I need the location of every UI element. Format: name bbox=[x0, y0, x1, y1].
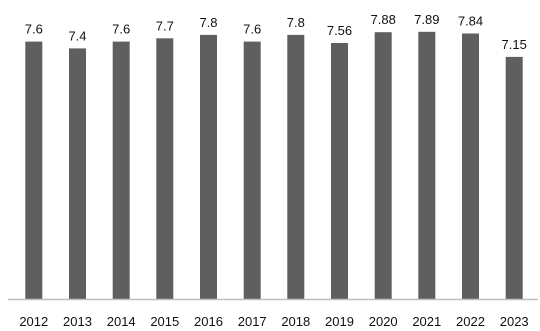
data-label-2016: 7.8 bbox=[199, 15, 217, 30]
bar-2020 bbox=[374, 32, 392, 299]
data-label-2013: 7.4 bbox=[68, 28, 86, 43]
data-label-2012: 7.6 bbox=[25, 22, 43, 37]
data-label-2014: 7.6 bbox=[112, 22, 130, 37]
x-tick-label-2023: 2023 bbox=[500, 314, 529, 329]
bar-2012 bbox=[25, 41, 43, 299]
data-labels-group: 7.6 7.4 7.6 7.7 7.8 7.6 7.8 7.56 7.88 7.89 7.84 7.1… bbox=[25, 12, 527, 52]
x-tick-label-2020: 2020 bbox=[369, 314, 398, 329]
x-tick-label-2015: 2015 bbox=[150, 314, 179, 329]
bar-2023 bbox=[505, 56, 523, 300]
data-label-2021: 7.89 bbox=[414, 12, 439, 27]
data-label-2019: 7.56 bbox=[327, 23, 352, 38]
bar-2022 bbox=[462, 33, 479, 299]
x-tick-label-2021: 2021 bbox=[412, 314, 441, 329]
x-tick-label-2013: 2013 bbox=[63, 314, 92, 329]
bar-2016 bbox=[200, 34, 217, 300]
bar-2013 bbox=[69, 48, 86, 300]
bar-2014 bbox=[112, 41, 130, 299]
data-label-2022: 7.84 bbox=[458, 14, 483, 29]
bar-2021 bbox=[418, 31, 436, 300]
bar-2018 bbox=[287, 34, 305, 300]
x-tick-label-2018: 2018 bbox=[281, 314, 310, 329]
x-tick-labels-group: 2012 2013 2014 2015 2016 2017 2018 2019 2020 2021… bbox=[19, 314, 528, 329]
bar-2015 bbox=[156, 38, 174, 300]
x-tick-label-2012: 2012 bbox=[19, 314, 48, 329]
x-tick-label-2017: 2017 bbox=[238, 314, 267, 329]
data-label-2020: 7.88 bbox=[371, 12, 396, 27]
data-label-2017: 7.6 bbox=[243, 22, 261, 37]
data-label-2023: 7.15 bbox=[502, 37, 527, 52]
x-tick-label-2019: 2019 bbox=[325, 314, 354, 329]
bar-2019 bbox=[331, 43, 348, 299]
data-label-2015: 7.7 bbox=[156, 18, 174, 33]
x-tick-label-2016: 2016 bbox=[194, 314, 223, 329]
bar-2017 bbox=[243, 41, 261, 299]
x-tick-label-2014: 2014 bbox=[107, 314, 136, 329]
bars-group bbox=[25, 31, 523, 300]
x-tick-label-2022: 2022 bbox=[456, 314, 485, 329]
data-label-2018: 7.8 bbox=[287, 15, 305, 30]
